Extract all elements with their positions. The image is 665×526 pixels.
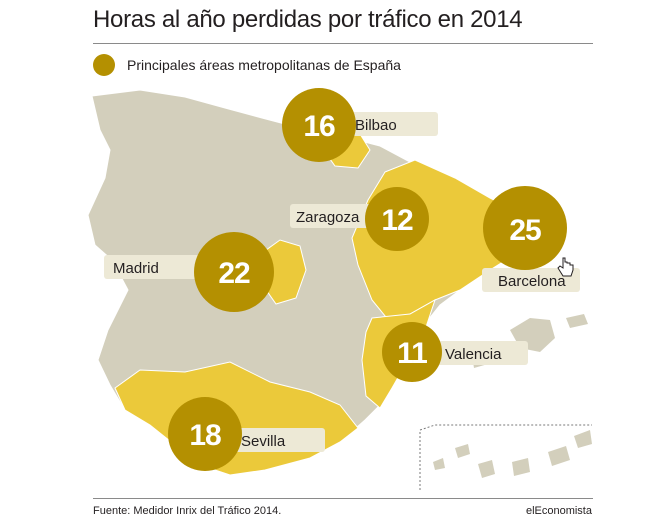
- city-bubble: [282, 88, 356, 162]
- city-bubble: [168, 397, 242, 471]
- city-value: 16: [303, 110, 335, 143]
- city-value: 12: [381, 204, 413, 237]
- city-label-bg: [420, 341, 528, 365]
- land-canarias-6: [574, 430, 592, 448]
- land-canarias-1: [433, 458, 445, 470]
- city-label: Madrid: [113, 260, 159, 277]
- city-label-bg: [335, 112, 438, 136]
- title-divider: [93, 43, 593, 44]
- page-title: Horas al año perdidas por tráfico en 201…: [93, 6, 523, 33]
- city-label-bg: [290, 204, 390, 228]
- city-value: 11: [397, 337, 427, 370]
- city-valencia: Valencia 11: [382, 322, 528, 382]
- city-label-bg: [482, 268, 580, 292]
- city-label: Zaragoza: [296, 209, 360, 226]
- land-canarias-4: [512, 458, 530, 476]
- legend: Principales áreas metropolitanas de Espa…: [93, 54, 401, 76]
- land-menorca: [566, 314, 588, 328]
- city-bilbao: Bilbao 16: [282, 88, 438, 162]
- city-bubble: [365, 187, 429, 251]
- city-value: 25: [509, 214, 541, 247]
- city-label-bg: [225, 428, 325, 452]
- legend-label: Principales áreas metropolitanas de Espa…: [127, 57, 401, 73]
- land-canarias-3: [478, 460, 495, 478]
- land-canarias-5: [548, 446, 570, 466]
- city-label: Barcelona: [498, 273, 566, 290]
- legend-marker-icon: [93, 54, 115, 76]
- city-value: 22: [218, 257, 250, 290]
- canarias-inset-frame: [419, 424, 592, 490]
- city-value: 18: [189, 419, 221, 452]
- city-bubble: [483, 186, 567, 270]
- city-bubble: [194, 232, 274, 312]
- hand-cursor-icon: [557, 257, 574, 277]
- city-barcelona: Barcelona 25: [482, 186, 580, 292]
- city-zaragoza: Zaragoza 12: [290, 187, 429, 251]
- city-sevilla: Sevilla 18: [168, 397, 325, 471]
- brand-logo: elEconomista: [525, 505, 592, 517]
- city-bubble: [382, 322, 442, 382]
- land-canarias-2: [455, 444, 470, 458]
- city-label: Sevilla: [241, 433, 286, 450]
- source-note: Fuente: Medidor Inrix del Tráfico 2014.: [93, 505, 282, 517]
- footer-divider: [93, 498, 593, 499]
- city-label-bg: [104, 255, 214, 279]
- city-label: Bilbao: [355, 117, 397, 134]
- city-label: Valencia: [445, 346, 502, 363]
- city-madrid: Madrid 22: [104, 232, 274, 312]
